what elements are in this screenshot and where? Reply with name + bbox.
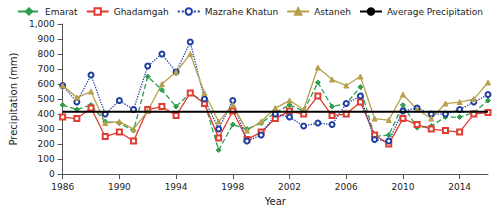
svg-text:1986: 1986 <box>51 182 74 192</box>
svg-text:Average Precipitation: Average Precipitation <box>387 7 483 17</box>
svg-text:100: 100 <box>37 154 54 164</box>
svg-text:200: 200 <box>37 139 54 149</box>
svg-text:2006: 2006 <box>335 182 358 192</box>
svg-text:600: 600 <box>37 79 54 89</box>
svg-text:300: 300 <box>37 124 54 134</box>
svg-text:1990: 1990 <box>108 182 131 192</box>
svg-text:700: 700 <box>37 64 54 74</box>
svg-text:Emarat: Emarat <box>45 7 78 17</box>
svg-text:400: 400 <box>37 109 54 119</box>
svg-text:900: 900 <box>37 34 54 44</box>
svg-text:1994: 1994 <box>165 182 188 192</box>
svg-text:1,000: 1,000 <box>29 19 55 29</box>
svg-text:500: 500 <box>37 94 54 104</box>
svg-text:0: 0 <box>49 169 55 179</box>
svg-text:2002: 2002 <box>278 182 301 192</box>
svg-text:Year: Year <box>264 196 287 207</box>
svg-text:2010: 2010 <box>391 182 414 192</box>
svg-text:Mazrahe Khatun: Mazrahe Khatun <box>205 7 278 17</box>
svg-text:Astaneh: Astaneh <box>314 7 351 17</box>
svg-text:800: 800 <box>37 49 54 59</box>
svg-text:2014: 2014 <box>448 182 471 192</box>
svg-text:1998: 1998 <box>221 182 244 192</box>
svg-text:Ghadamgah: Ghadamgah <box>114 7 169 17</box>
svg-text:Precipitation (mm): Precipitation (mm) <box>8 52 19 145</box>
